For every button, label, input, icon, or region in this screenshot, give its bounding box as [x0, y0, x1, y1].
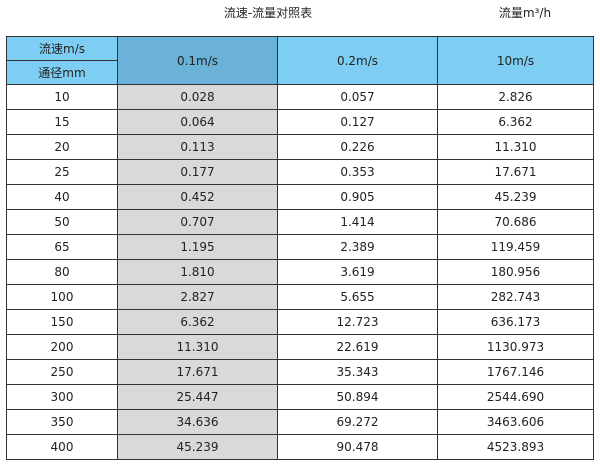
diameter-cell: 200 — [6, 334, 118, 360]
flow-cell: 119.459 — [437, 234, 594, 260]
flow-cell: 180.956 — [437, 259, 594, 285]
table-row: 100 2.827 5.655 282.743 — [6, 284, 594, 310]
flow-cell: 5.655 — [277, 284, 438, 310]
flow-table: 流速m/s 0.1m/s 0.2m/s 10m/s 通径mm 10 0.028 0.… — [6, 36, 594, 460]
flow-cell: 0.127 — [277, 109, 438, 135]
table-row: 250 17.671 35.343 1767.146 — [6, 359, 594, 385]
table-row: 25 0.177 0.353 17.671 — [6, 159, 594, 185]
flow-cell: 22.619 — [277, 334, 438, 360]
flow-cell: 12.723 — [277, 309, 438, 335]
flow-cell: 4523.893 — [437, 434, 594, 460]
flow-cell: 34.636 — [117, 409, 278, 435]
diameter-cell: 350 — [6, 409, 118, 435]
table-row: 50 0.707 1.414 70.686 — [6, 209, 594, 235]
diameter-cell: 50 — [6, 209, 118, 235]
diameter-cell: 10 — [6, 84, 118, 110]
flow-cell: 17.671 — [437, 159, 594, 185]
flow-cell: 0.177 — [117, 159, 278, 185]
flow-cell: 70.686 — [437, 209, 594, 235]
diameter-cell: 80 — [6, 259, 118, 285]
flow-cell: 0.353 — [277, 159, 438, 185]
flow-cell: 11.310 — [117, 334, 278, 360]
speed-header: 流速m/s — [6, 36, 118, 61]
table-row: 300 25.447 50.894 2544.690 — [6, 384, 594, 410]
table-row: 65 1.195 2.389 119.459 — [6, 234, 594, 260]
table-row: 150 6.362 12.723 636.173 — [6, 309, 594, 335]
table-row: 15 0.064 0.127 6.362 — [6, 109, 594, 135]
flow-cell: 1767.146 — [437, 359, 594, 385]
diameter-cell: 15 — [6, 109, 118, 135]
header-row: 流速m/s 0.1m/s 0.2m/s 10m/s — [6, 36, 594, 85]
flow-cell: 45.239 — [437, 184, 594, 210]
diameter-cell: 400 — [6, 434, 118, 460]
flow-cell: 2.826 — [437, 84, 594, 110]
flow-cell: 50.894 — [277, 384, 438, 410]
table-row: 200 11.310 22.619 1130.973 — [6, 334, 594, 360]
table-row: 10 0.028 0.057 2.826 — [6, 84, 594, 110]
header-row: 通径mm — [6, 60, 594, 85]
diameter-cell: 25 — [6, 159, 118, 185]
diameter-cell: 100 — [6, 284, 118, 310]
flow-cell: 2.827 — [117, 284, 278, 310]
flow-cell: 282.743 — [437, 284, 594, 310]
diameter-cell: 20 — [6, 134, 118, 160]
flow-cell: 0.113 — [117, 134, 278, 160]
flow-cell: 1.810 — [117, 259, 278, 285]
flow-cell: 69.272 — [277, 409, 438, 435]
table-row: 20 0.113 0.226 11.310 — [6, 134, 594, 160]
flow-cell: 2.389 — [277, 234, 438, 260]
flow-cell: 45.239 — [117, 434, 278, 460]
flow-cell: 1130.973 — [437, 334, 594, 360]
diameter-cell: 250 — [6, 359, 118, 385]
flow-cell: 25.447 — [117, 384, 278, 410]
column-header: 10m/s — [437, 36, 594, 85]
flow-cell: 1.195 — [117, 234, 278, 260]
column-header: 0.1m/s — [117, 36, 278, 85]
flow-cell: 35.343 — [277, 359, 438, 385]
flow-cell: 17.671 — [117, 359, 278, 385]
flow-cell: 11.310 — [437, 134, 594, 160]
flow-cell: 0.028 — [117, 84, 278, 110]
table-row: 350 34.636 69.272 3463.606 — [6, 409, 594, 435]
flow-cell: 0.707 — [117, 209, 278, 235]
flow-cell: 0.226 — [277, 134, 438, 160]
diameter-header: 通径mm — [6, 60, 118, 85]
table-row: 80 1.810 3.619 180.956 — [6, 259, 594, 285]
flow-cell: 3463.606 — [437, 409, 594, 435]
diameter-cell: 300 — [6, 384, 118, 410]
flow-cell: 2544.690 — [437, 384, 594, 410]
flow-cell: 1.414 — [277, 209, 438, 235]
flow-cell: 0.905 — [277, 184, 438, 210]
flow-cell: 6.362 — [437, 109, 594, 135]
table-row: 400 45.239 90.478 4523.893 — [6, 434, 594, 460]
flow-cell: 636.173 — [437, 309, 594, 335]
flow-cell: 3.619 — [277, 259, 438, 285]
diameter-cell: 150 — [6, 309, 118, 335]
flow-cell: 6.362 — [117, 309, 278, 335]
diameter-cell: 65 — [6, 234, 118, 260]
flow-cell: 0.057 — [277, 84, 438, 110]
flow-cell: 0.452 — [117, 184, 278, 210]
table-row: 40 0.452 0.905 45.239 — [6, 184, 594, 210]
table-title: 流速-流量对照表 — [223, 6, 313, 20]
diameter-cell: 40 — [6, 184, 118, 210]
column-header: 0.2m/s — [277, 36, 438, 85]
flow-cell: 0.064 — [117, 109, 278, 135]
flow-cell: 90.478 — [277, 434, 438, 460]
unit-label: 流量m³/h — [498, 6, 552, 20]
